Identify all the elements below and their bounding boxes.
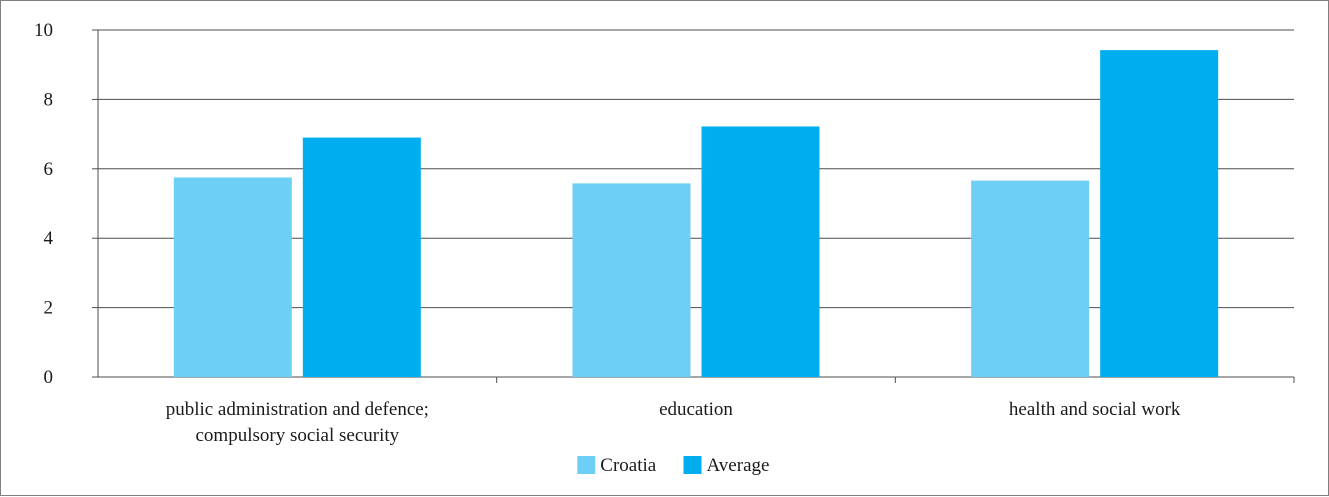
x-category-label: health and social work xyxy=(1009,399,1181,420)
y-tick-label: 2 xyxy=(44,298,54,319)
x-category-label: education xyxy=(659,399,733,420)
bar-average-1 xyxy=(701,126,820,377)
x-category-label: public administration and defence; xyxy=(166,399,429,420)
y-tick-label: 10 xyxy=(34,20,53,41)
legend-label-average: Average xyxy=(707,455,770,476)
y-tick-label: 0 xyxy=(44,367,54,388)
bar-croatia-0 xyxy=(173,177,292,377)
legend-swatch-croatia xyxy=(577,456,596,474)
bar-average-2 xyxy=(1100,50,1219,377)
legend-swatch-average xyxy=(683,456,702,474)
bar-croatia-1 xyxy=(572,183,691,377)
y-tick-label: 4 xyxy=(44,228,54,249)
bar-average-0 xyxy=(302,137,421,377)
x-category-label: compulsory social security xyxy=(195,425,399,446)
legend-label-croatia: Croatia xyxy=(600,455,656,476)
y-tick-label: 6 xyxy=(44,159,54,180)
bar-croatia-2 xyxy=(971,180,1090,377)
y-tick-label: 8 xyxy=(44,89,54,110)
